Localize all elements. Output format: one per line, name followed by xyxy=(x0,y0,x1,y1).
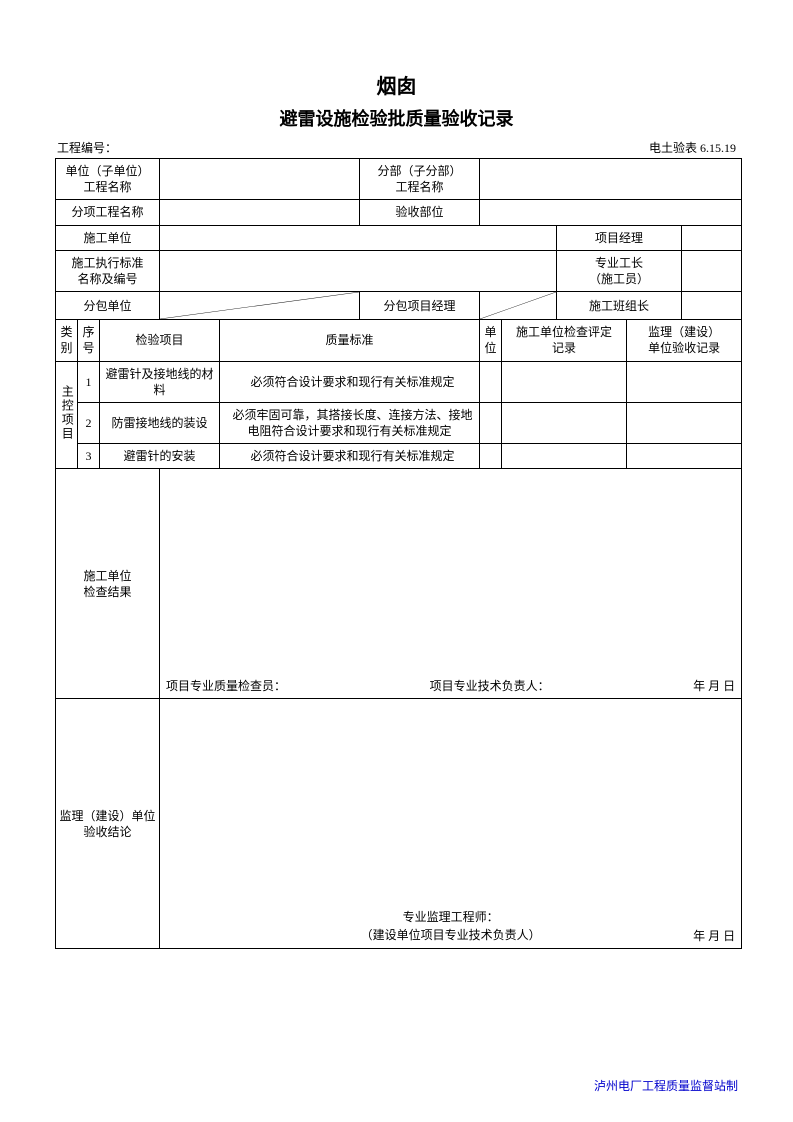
row-item-1: 主控项目 1 避雷针及接地线的材料 必须符合设计要求和现行有关标准规定 xyxy=(56,361,742,402)
check-result-date: 年 月 日 xyxy=(693,678,735,694)
item-project-value xyxy=(160,200,360,225)
standard-label: 施工执行标准 名称及编号 xyxy=(56,250,160,291)
item-2-unit xyxy=(480,402,502,443)
sub-project-label: 分部（子分部） 工程名称 xyxy=(360,159,480,200)
seq-2: 2 xyxy=(78,402,100,443)
item-1-sup xyxy=(627,361,742,402)
item-2-std: 必须牢固可靠，其搭接长度、连接方法、接地电阻符合设计要求和现行有关标准规定 xyxy=(220,402,480,443)
footer-org: 泸州电厂工程质量监督站制 xyxy=(594,1077,738,1094)
item-3-sup xyxy=(627,444,742,469)
item-1-std: 必须符合设计要求和现行有关标准规定 xyxy=(220,361,480,402)
accept-result-label: 监理（建设）单位 验收结论 xyxy=(56,699,160,949)
sub-pm-value xyxy=(480,292,557,320)
row-thead: 类 别 序 号 检验项目 质量标准 单 位 施工单位检查评定 记录 监理（建设）… xyxy=(56,320,742,361)
item-1-name: 避雷针及接地线的材料 xyxy=(100,361,220,402)
title-1: 烟囱 xyxy=(55,70,738,99)
subcontract-label: 分包单位 xyxy=(56,292,160,320)
seq-1: 1 xyxy=(78,361,100,402)
th-unit: 单 位 xyxy=(480,320,502,361)
subcontract-value xyxy=(160,292,360,320)
team-leader-value xyxy=(682,292,742,320)
item-2-name: 防雷接地线的装设 xyxy=(100,402,220,443)
supervision-engineer-label: 专业监理工程师： xyxy=(166,908,735,926)
th-seq: 序 号 xyxy=(78,320,100,361)
accept-part-label: 验收部位 xyxy=(360,200,480,225)
header-line: 工程编号： 电土验表 6.15.19 xyxy=(55,139,738,156)
row-check-result: 施工单位 检查结果 项目专业质量检查员： 项目专业技术负责人： 年 月 日 xyxy=(56,469,742,699)
item-3-unit xyxy=(480,444,502,469)
th-check: 施工单位检查评定 记录 xyxy=(502,320,627,361)
accept-result-area: 专业监理工程师： （建设单位项目专业技术负责人） 年 月 日 xyxy=(160,699,742,949)
sub-pm-label: 分包项目经理 xyxy=(360,292,480,320)
row-unit-name: 单位（子单位） 工程名称 分部（子分部） 工程名称 xyxy=(56,159,742,200)
row-item-name: 分项工程名称 验收部位 xyxy=(56,200,742,225)
tech-leader-label: 项目专业技术负责人： xyxy=(430,678,550,694)
item-2-sup xyxy=(627,402,742,443)
row-item-3: 3 避雷针的安装 必须符合设计要求和现行有关标准规定 xyxy=(56,444,742,469)
sub-project-value xyxy=(480,159,742,200)
foreman-label: 专业工长 （施工员） xyxy=(557,250,682,291)
item-3-check xyxy=(502,444,627,469)
unit-project-label: 单位（子单位） 工程名称 xyxy=(56,159,160,200)
th-std: 质量标准 xyxy=(220,320,480,361)
item-1-unit xyxy=(480,361,502,402)
th-sup: 监理（建设） 单位验收记录 xyxy=(627,320,742,361)
owner-tech-leader-label: （建设单位项目专业技术负责人） xyxy=(166,926,735,944)
accept-part-value xyxy=(480,200,742,225)
item-2-check xyxy=(502,402,627,443)
form-code: 电土验表 6.15.19 xyxy=(649,139,736,156)
project-no-label: 工程编号： xyxy=(57,139,117,156)
th-item: 检验项目 xyxy=(100,320,220,361)
project-manager-value xyxy=(682,225,742,250)
seq-3: 3 xyxy=(78,444,100,469)
standard-value xyxy=(160,250,557,291)
project-manager-label: 项目经理 xyxy=(557,225,682,250)
accept-result-date: 年 月 日 xyxy=(693,928,735,944)
row-construction-unit: 施工单位 项目经理 xyxy=(56,225,742,250)
main-table: 单位（子单位） 工程名称 分部（子分部） 工程名称 分项工程名称 验收部位 施工… xyxy=(55,158,742,949)
foreman-value xyxy=(682,250,742,291)
unit-project-value xyxy=(160,159,360,200)
row-accept-result: 监理（建设）单位 验收结论 专业监理工程师： （建设单位项目专业技术负责人） 年… xyxy=(56,699,742,949)
category-main: 主控项目 xyxy=(56,361,78,469)
construction-unit-value xyxy=(160,225,557,250)
row-item-2: 2 防雷接地线的装设 必须牢固可靠，其搭接长度、连接方法、接地电阻符合设计要求和… xyxy=(56,402,742,443)
item-3-name: 避雷针的安装 xyxy=(100,444,220,469)
item-1-check xyxy=(502,361,627,402)
row-subcontract: 分包单位 分包项目经理 施工班组长 xyxy=(56,292,742,320)
item-project-label: 分项工程名称 xyxy=(56,200,160,225)
team-leader-label: 施工班组长 xyxy=(557,292,682,320)
construction-unit-label: 施工单位 xyxy=(56,225,160,250)
check-result-label: 施工单位 检查结果 xyxy=(56,469,160,699)
check-result-area: 项目专业质量检查员： 项目专业技术负责人： 年 月 日 xyxy=(160,469,742,699)
qc-inspector-label: 项目专业质量检查员： xyxy=(166,678,286,694)
title-2: 避雷设施检验批质量验收记录 xyxy=(55,105,738,131)
row-standard: 施工执行标准 名称及编号 专业工长 （施工员） xyxy=(56,250,742,291)
th-category: 类 别 xyxy=(56,320,78,361)
item-3-std: 必须符合设计要求和现行有关标准规定 xyxy=(220,444,480,469)
